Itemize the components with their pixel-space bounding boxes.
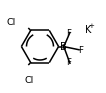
Text: +: + [89,23,95,29]
Text: K: K [85,25,91,35]
Text: F: F [66,58,71,67]
Text: F: F [66,29,71,38]
Text: Cl: Cl [7,18,16,27]
Text: Cl: Cl [24,76,33,85]
Text: B: B [60,41,67,52]
Text: F: F [78,46,83,55]
